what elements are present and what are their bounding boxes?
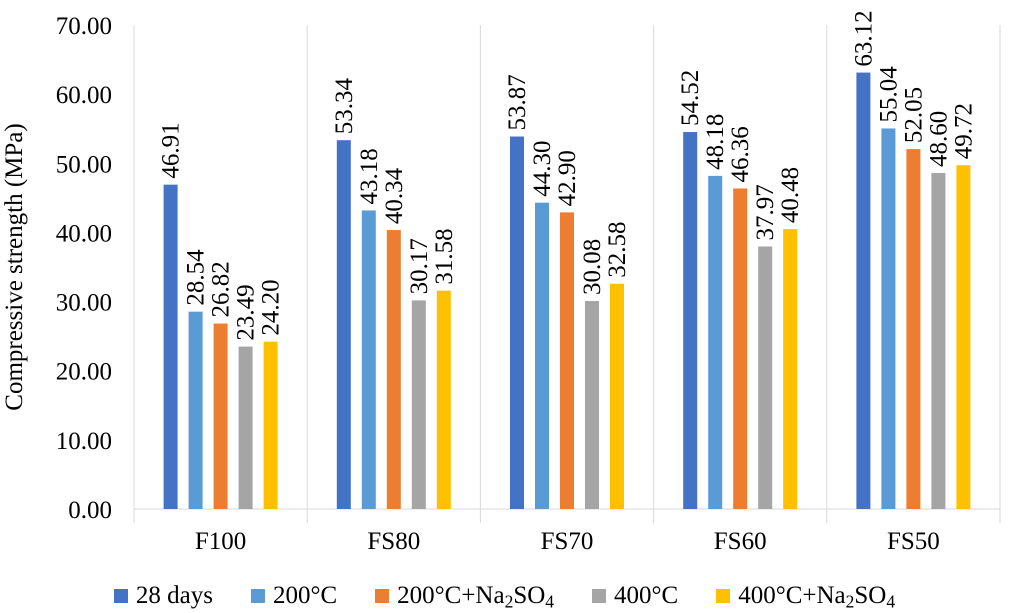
bar <box>956 165 971 509</box>
bar <box>163 184 178 509</box>
chart-plot-area: 0.00 10.00 20.00 30.00 40.00 50.00 60.00 70.00 C… <box>1 10 1001 555</box>
x-tick-label: FS80 <box>367 528 420 555</box>
bar <box>610 283 624 509</box>
data-label: 30.17 <box>406 238 433 294</box>
data-label: 63.12 <box>850 10 877 66</box>
data-label: 40.34 <box>381 167 408 224</box>
data-label: 31.58 <box>431 228 458 284</box>
y-tick-label: 30.00 <box>56 290 112 317</box>
bar <box>683 132 698 509</box>
data-label: 28.54 <box>183 249 210 306</box>
bar <box>213 323 228 509</box>
bar <box>560 212 574 509</box>
bar <box>783 229 798 509</box>
legend-label: 400°C+Na2SO4 <box>738 581 896 611</box>
chart-legend: 28 days 200°C 200°C+Na2SO4 400°C 400°C+N… <box>0 578 1009 613</box>
data-label: 32.58 <box>604 221 631 277</box>
legend-item-400c: 400°C <box>592 582 678 610</box>
y-tick-label: 0.00 <box>68 497 112 524</box>
legend-label: 28 days <box>135 581 213 609</box>
x-tick-label: FS70 <box>541 528 594 555</box>
data-label: 43.18 <box>356 148 383 204</box>
x-tick-label: FS50 <box>887 528 940 555</box>
bar <box>436 290 451 509</box>
bar <box>758 246 773 509</box>
legend-label: 400°C <box>614 581 679 609</box>
y-axis-title: Compressive strength (MPa) <box>1 123 28 410</box>
legend-item-200c: 200°C <box>250 581 338 610</box>
data-label: 49.72 <box>950 103 977 159</box>
data-label: 55.04 <box>875 66 902 123</box>
legend-swatch-icon <box>113 588 128 603</box>
data-label: 53.34 <box>331 77 358 134</box>
y-tick-label: 70.00 <box>56 13 112 40</box>
data-label: 44.30 <box>529 140 556 196</box>
y-tick-label: 50.00 <box>56 151 112 178</box>
data-label: 48.18 <box>702 114 729 170</box>
data-label: 30.08 <box>579 239 606 295</box>
legend-item-28-days: 28 days <box>113 581 213 610</box>
data-label: 23.49 <box>233 284 260 340</box>
bar <box>931 172 946 510</box>
legend-label: 200°C+Na2SO4 <box>397 581 555 611</box>
legend-label: 200°C <box>272 581 338 609</box>
bar <box>856 72 871 509</box>
bar <box>263 341 278 509</box>
bar <box>510 136 524 509</box>
bar <box>881 128 896 509</box>
data-label: 42.90 <box>554 150 581 206</box>
data-label: 48.60 <box>925 111 952 167</box>
data-label: 26.82 <box>208 261 235 317</box>
x-tick-label: F100 <box>195 528 246 555</box>
y-tick-label: 40.00 <box>56 220 112 247</box>
y-tick-label: 60.00 <box>56 82 112 109</box>
data-label: 46.36 <box>727 126 754 182</box>
legend-item-400c-na2so4: 400°C+Na2SO4 <box>716 582 895 610</box>
legend-swatch-icon <box>250 588 265 603</box>
y-tick-label: 10.00 <box>56 428 112 455</box>
bar <box>411 300 426 509</box>
bar <box>708 175 723 509</box>
legend-swatch-icon <box>716 588 731 603</box>
bar <box>733 188 748 509</box>
legend-swatch-icon <box>592 588 607 603</box>
y-tick-label: 20.00 <box>56 359 112 386</box>
legend-swatch-icon <box>375 588 390 603</box>
data-label: 24.20 <box>258 279 285 335</box>
bar <box>336 140 351 509</box>
data-label: 40.48 <box>777 167 804 223</box>
bar <box>361 210 376 509</box>
bar <box>906 149 921 509</box>
legend-item-200c-na2so4: 200°C+Na2SO4 <box>375 582 554 610</box>
bar <box>188 311 203 509</box>
data-label: 52.05 <box>900 87 927 143</box>
data-label: 53.87 <box>504 74 531 130</box>
x-tick-label: FS60 <box>714 528 767 555</box>
bar <box>238 346 253 509</box>
data-label: 37.97 <box>752 184 779 240</box>
bar <box>535 202 549 509</box>
bar <box>386 230 401 510</box>
data-label: 54.52 <box>677 70 704 126</box>
bar <box>585 301 599 509</box>
data-label: 46.91 <box>158 122 185 178</box>
